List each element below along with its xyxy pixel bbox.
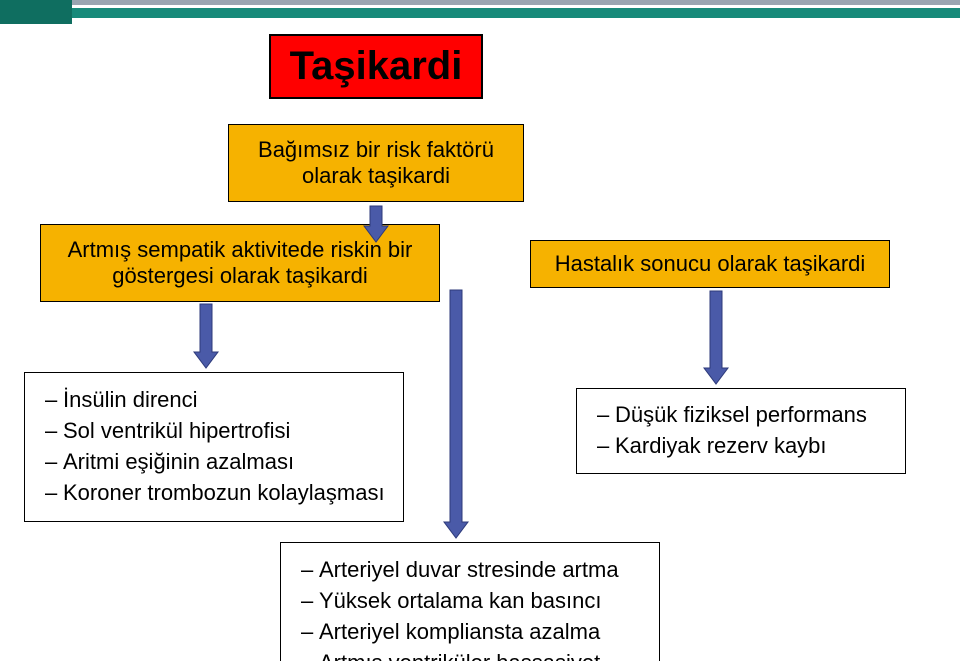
- arrow-title-to-subtop: [364, 206, 388, 242]
- arrow-right-to-listright: [704, 291, 728, 384]
- arrow-left-to-listleft: [194, 304, 218, 368]
- arrows-layer: [0, 0, 960, 661]
- arrow-center-to-listbottom: [444, 290, 468, 538]
